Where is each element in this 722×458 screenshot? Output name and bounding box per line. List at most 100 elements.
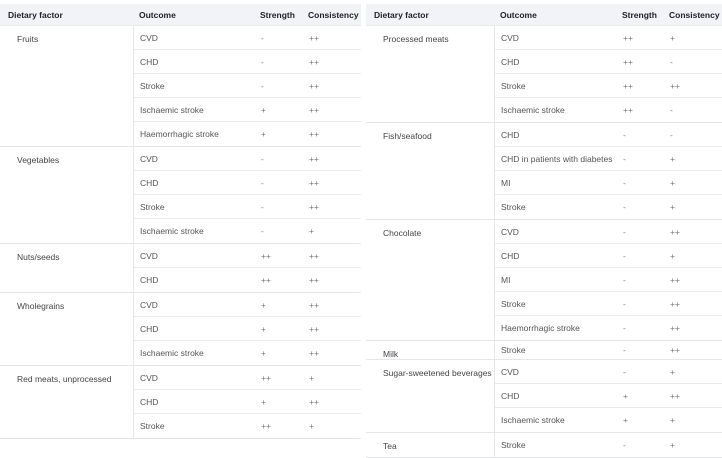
consistency-cell: + (670, 177, 675, 188)
consistency-cell: + (670, 32, 675, 43)
strength-cell: - (261, 201, 264, 212)
outcome-cell: CVD (140, 153, 158, 164)
table-row: Haemorrhagic stroke + ++ (134, 122, 361, 146)
header-strength: Strength (622, 9, 657, 20)
table-header: Dietary factor Outcome Strength Consistency (0, 4, 361, 26)
strength-cell: ++ (261, 275, 271, 285)
consistency-cell: ++ (309, 104, 319, 115)
table-row: CVD - + (495, 360, 722, 384)
strength-cell: ++ (261, 421, 271, 431)
consistency-cell: ++ (670, 274, 680, 285)
consistency-cell: ++ (309, 56, 319, 67)
strength-cell: ++ (623, 32, 633, 43)
dietary-factor: Sugar-sweetened beverages (383, 368, 492, 378)
strength-cell: - (623, 345, 626, 355)
dietary-factor: Nuts/seeds (17, 252, 60, 262)
factor-group: Processed meats CVD ++ + CHD ++ - Stroke ++ ++ Isc… (366, 26, 722, 123)
strength-cell: - (261, 32, 264, 43)
consistency-cell: + (309, 226, 314, 236)
consistency-cell: ++ (309, 129, 319, 139)
table-row: CVD ++ ++ (134, 244, 361, 268)
header-factor: Dietary factor (8, 9, 63, 20)
outcome-cell: Haemorrhagic stroke (501, 323, 580, 333)
factor-group: Wholegrains CVD + ++ CHD + ++ Ischaemic stroke +… (0, 293, 361, 366)
strength-cell: + (261, 104, 266, 115)
consistency-cell: ++ (309, 299, 319, 310)
table-row: Ischaemic stroke + + (495, 408, 722, 432)
outcome-rows: CVD ++ + CHD + ++ Stroke ++ + (133, 366, 361, 438)
outcome-rows: Stroke - ++ (494, 341, 722, 359)
outcome-cell: CVD (140, 372, 158, 383)
table-row: Stroke ++ + (134, 414, 361, 438)
table-row: CVD+++ (134, 293, 361, 317)
evidence-table-left: Dietary factor Outcome Strength Consistency… (0, 4, 361, 439)
outcome-rows: CVD - ++ CHD - ++ Stroke - ++ Ischaemic stroke - + (133, 147, 361, 243)
consistency-cell: ++ (670, 226, 680, 237)
table-row: CHD ++ - (495, 50, 722, 74)
dietary-factor: Fruits (17, 34, 39, 44)
strength-cell: ++ (623, 56, 633, 67)
strength-cell: + (623, 390, 628, 401)
outcome-cell: Stroke (501, 298, 526, 309)
outcome-cell: CVD (501, 226, 519, 237)
consistency-cell: ++ (670, 80, 680, 91)
strength-cell: - (623, 274, 626, 285)
consistency-cell: + (670, 440, 675, 450)
consistency-cell: ++ (670, 323, 680, 333)
outcome-cell: CHD (501, 390, 520, 401)
consistency-cell: ++ (670, 345, 680, 355)
consistency-cell: + (309, 372, 314, 383)
dietary-factor: Wholegrains (17, 301, 65, 311)
consistency-cell: - (670, 56, 673, 67)
strength-cell: + (261, 396, 266, 407)
strength-cell: - (261, 56, 264, 67)
strength-cell: - (623, 440, 626, 450)
table-row: MI - + (495, 171, 722, 195)
consistency-cell: ++ (309, 250, 319, 261)
factor-group: Milk Stroke - ++ (366, 341, 722, 360)
outcome-rows: CVD - ++ CHD - + MI - ++ Stroke - ++ Haemorrhagic st… (494, 220, 722, 340)
table-row: Stroke - + (495, 195, 722, 219)
outcome-rows: Stroke - + (494, 433, 722, 457)
outcome-rows: CHD - - CHD in patients with diabetes - + MI - +… (494, 123, 722, 219)
consistency-cell: ++ (670, 298, 680, 309)
outcome-cell: Haemorrhagic stroke (140, 129, 219, 139)
outcome-cell: CVD (140, 250, 158, 261)
table-row: CHD - ++ (134, 171, 361, 195)
dietary-factor: Processed meats (383, 34, 449, 44)
consistency-cell: + (670, 202, 675, 212)
table-row: CHD - + (495, 244, 722, 268)
outcome-cell: Stroke (140, 201, 165, 212)
header-strength: Strength (260, 9, 295, 20)
strength-cell: - (623, 177, 626, 188)
table-row: CVD+++ (495, 26, 722, 50)
factor-group: Fruits CVD - ++ CHD - ++ Stroke - ++ Ischaemic str… (0, 26, 361, 147)
header-outcome: Outcome (139, 9, 176, 20)
strength-cell: - (623, 323, 626, 333)
strength-cell: - (623, 129, 626, 140)
table-row: Stroke - + (495, 433, 722, 457)
evidence-table-right: Dietary factor Outcome Strength Consistency… (366, 4, 722, 458)
table-row: Ischaemic stroke + ++ (134, 341, 361, 365)
factor-group: Red meats, unprocessed CVD ++ + CHD + ++ Stroke… (0, 366, 361, 439)
consistency-cell: ++ (309, 201, 319, 212)
consistency-cell: ++ (309, 153, 319, 164)
table-row: Stroke ++ ++ (495, 74, 722, 98)
consistency-cell: + (670, 366, 675, 377)
strength-cell: - (623, 250, 626, 261)
table-header: Dietary factor Outcome Strength Consistency (366, 4, 722, 26)
table-row: Stroke - ++ (495, 292, 722, 316)
dietary-factor: Chocolate (383, 228, 422, 238)
header-factor: Dietary factor (374, 9, 429, 20)
consistency-cell: + (309, 421, 314, 431)
header-outcome: Outcome (500, 9, 537, 20)
strength-cell: + (261, 299, 266, 310)
factor-group: Nuts/seeds CVD ++ ++ CHD ++ ++ (0, 244, 361, 293)
outcome-cell: CHD (140, 323, 159, 334)
consistency-cell: + (670, 153, 675, 164)
outcome-cell: Stroke (140, 421, 165, 431)
consistency-cell: - (670, 129, 673, 140)
dietary-factor: Red meats, unprocessed (17, 374, 112, 384)
outcome-cell: CVD (501, 32, 519, 43)
outcome-cell: CVD (140, 32, 158, 43)
